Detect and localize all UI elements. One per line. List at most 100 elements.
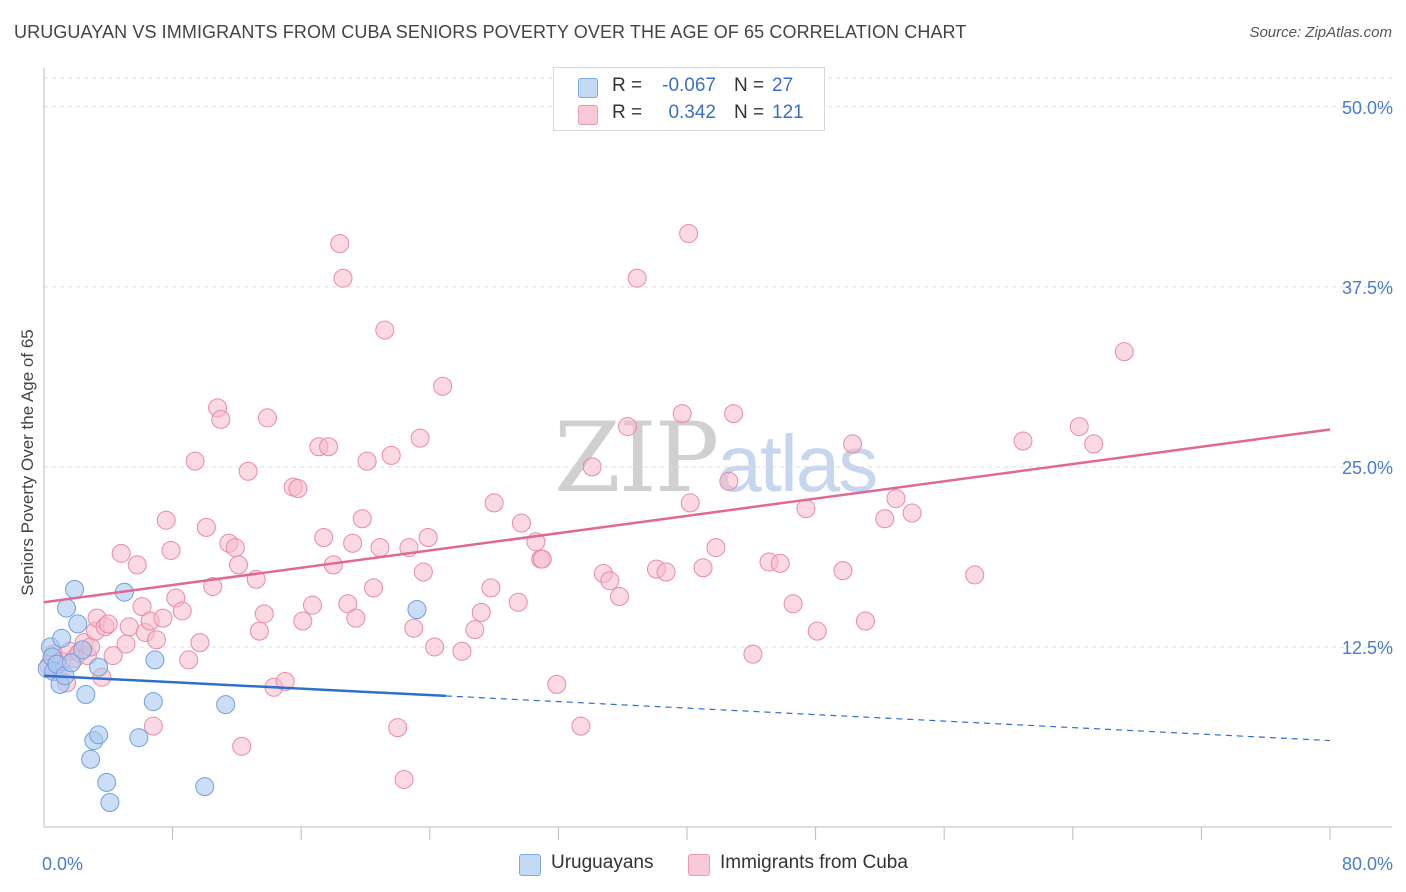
y-tick-label: 25.0% [1342, 458, 1393, 478]
data-point-uruguayans [89, 657, 109, 677]
data-point-cuba [257, 408, 277, 428]
data-point-cuba [364, 578, 384, 598]
data-point-cuba [484, 493, 504, 513]
data-point-cuba [418, 527, 438, 547]
r-label: R = [612, 75, 643, 96]
data-point-cuba [875, 509, 895, 529]
n-label: N = [734, 75, 765, 96]
trend-line-uruguayans-extrapolated [445, 695, 1331, 742]
data-point-uruguayans [143, 692, 163, 712]
data-point-cuba [127, 555, 147, 575]
data-point-uruguayans [76, 684, 96, 704]
legend-row-cuba: R = 0.342 N = 121 [554, 100, 824, 128]
uruguayans-legend-swatch [519, 854, 541, 876]
y-tick-label: 12.5% [1342, 638, 1393, 658]
x-tick-label: 80.0% [1342, 854, 1393, 874]
data-point-cuba [724, 404, 744, 424]
data-point-cuba [147, 630, 167, 650]
data-point-cuba [571, 716, 591, 736]
x-tick-label: 0.0% [42, 854, 83, 874]
data-point-cuba [370, 538, 390, 558]
r-value: 0.342 [668, 102, 716, 123]
data-point-cuba [116, 634, 136, 654]
data-point-cuba [229, 555, 249, 575]
data-point-cuba [843, 434, 863, 454]
data-point-cuba [196, 517, 216, 537]
data-point-cuba [179, 650, 199, 670]
data-point-uruguayans [195, 777, 215, 797]
n-value: 27 [772, 75, 794, 96]
data-point-cuba [886, 489, 906, 509]
data-point-cuba [743, 644, 763, 664]
legend-row-uruguayans: R = -0.067 N = 27 [554, 73, 824, 101]
axis-layer [43, 68, 1392, 840]
data-point-cuba [288, 479, 308, 499]
data-point-cuba [855, 611, 875, 631]
data-point-cuba [796, 499, 816, 519]
cuba-legend-swatch [688, 854, 710, 876]
data-point-cuba [413, 562, 433, 582]
uruguayans-swatch [578, 78, 598, 98]
data-point-cuba [508, 592, 528, 612]
data-point-cuba [511, 513, 531, 533]
data-point-cuba [770, 553, 790, 573]
data-point-cuba [609, 587, 629, 607]
data-point-cuba [388, 718, 408, 738]
data-point-cuba [153, 608, 173, 628]
data-point-cuba [161, 540, 181, 560]
source-credit: Source: ZipAtlas.com [1249, 24, 1392, 41]
data-point-cuba [679, 224, 699, 244]
correlation-legend: R = -0.067 N = 27 R = 0.342 N = 121 [553, 67, 825, 131]
data-point-uruguayans [89, 725, 109, 745]
data-point-uruguayans [216, 695, 236, 715]
data-point-cuba [249, 621, 269, 641]
data-point-cuba [627, 268, 647, 288]
data-point-cuba [547, 674, 567, 694]
data-point-cuba [275, 672, 295, 692]
data-point-cuba [582, 457, 602, 477]
legend-label-uruguayans: Uruguayans [551, 852, 654, 873]
data-point-cuba [346, 608, 366, 628]
data-point-cuba [238, 461, 258, 481]
data-point-cuba [471, 602, 491, 622]
data-point-uruguayans [52, 628, 72, 648]
y-tick-label: 37.5% [1342, 278, 1393, 298]
trend-line-cuba [43, 428, 1331, 604]
series-uruguayans [37, 579, 427, 813]
data-point-cuba [1013, 431, 1033, 451]
data-point-cuba [600, 571, 620, 591]
data-point-cuba [532, 549, 552, 569]
data-point-cuba [119, 617, 139, 637]
trend-layer [43, 428, 1331, 742]
data-point-cuba [833, 561, 853, 581]
data-point-cuba [319, 437, 339, 457]
data-point-uruguayans [97, 772, 117, 792]
data-point-cuba [404, 618, 424, 638]
r-value: -0.067 [662, 75, 716, 96]
data-point-uruguayans [65, 579, 85, 599]
data-point-cuba [381, 445, 401, 465]
data-point-uruguayans [61, 653, 81, 673]
data-point-cuba [98, 614, 118, 634]
data-point-cuba [352, 509, 372, 529]
data-point-cuba [425, 637, 445, 657]
data-point-cuba [343, 533, 363, 553]
data-point-cuba [656, 562, 676, 582]
data-point-cuba [807, 621, 827, 641]
label-layer: 12.5% 25.0% 37.5% 50.0% 0.0% 80.0% Seniors Pov… [18, 98, 1393, 874]
data-point-cuba [481, 578, 501, 598]
data-point-cuba [132, 597, 152, 617]
data-point-uruguayans [57, 598, 77, 618]
data-point-cuba [680, 493, 700, 513]
data-point-uruguayans [81, 749, 101, 769]
data-point-uruguayans [129, 728, 149, 748]
data-point-cuba [333, 268, 353, 288]
data-point-cuba [394, 769, 414, 789]
data-point-cuba [143, 716, 163, 736]
series-legend: Uruguayans Immigrants from Cuba [0, 852, 1406, 878]
data-point-cuba [706, 538, 726, 558]
data-point-cuba [357, 451, 377, 471]
data-point-uruguayans [145, 650, 165, 670]
data-point-cuba [452, 641, 472, 661]
